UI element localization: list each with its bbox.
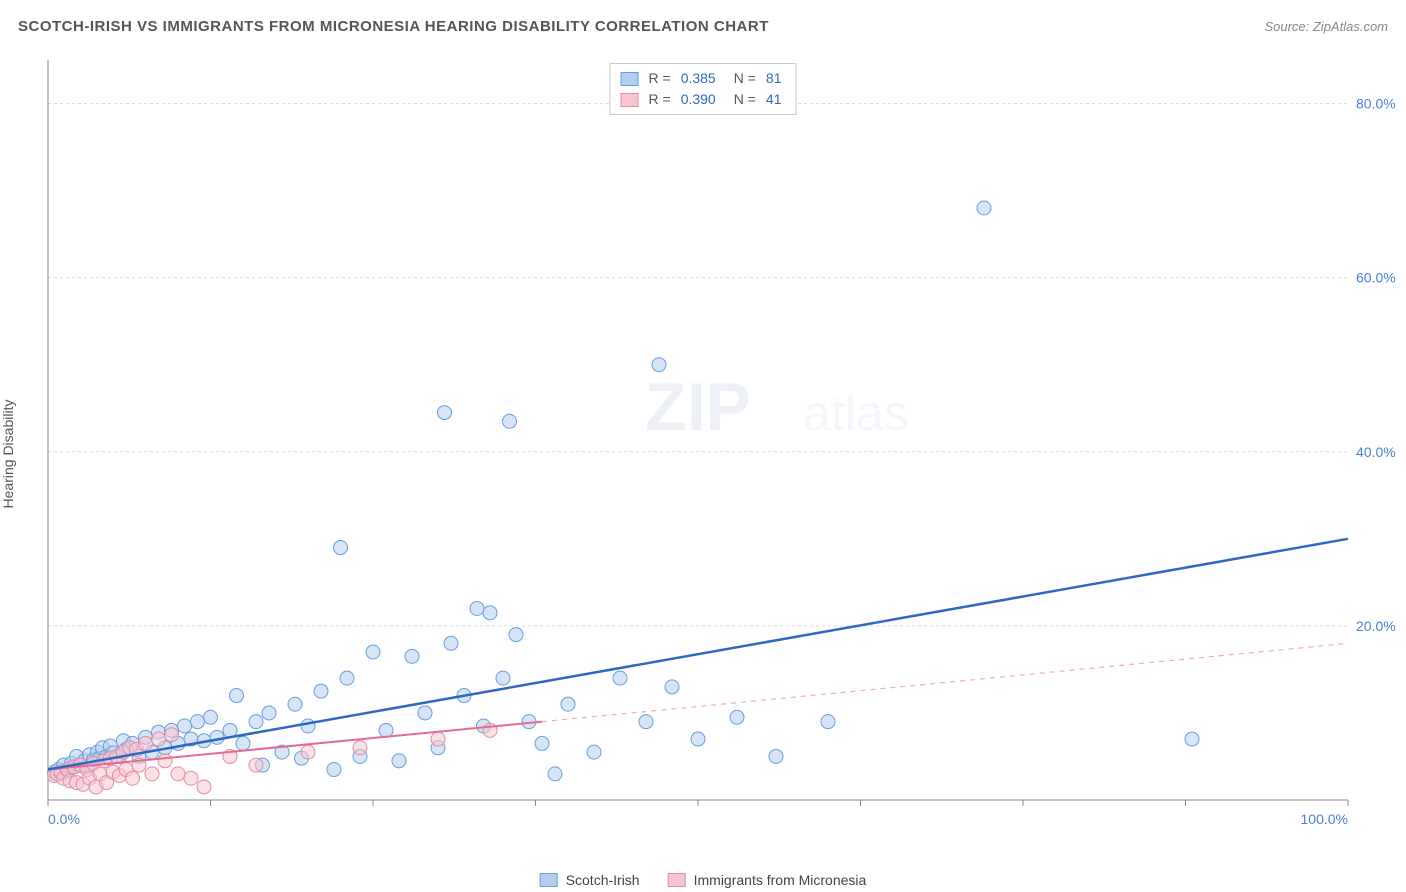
swatch-pink-icon — [668, 873, 686, 887]
data-point-blue — [691, 732, 705, 746]
data-point-blue — [503, 414, 517, 428]
watermark: ZIP — [645, 369, 751, 445]
swatch-blue-icon — [540, 873, 558, 887]
data-point-blue — [288, 697, 302, 711]
data-point-pink — [145, 767, 159, 781]
legend-item: Scotch-Irish — [540, 872, 640, 888]
n-value-blue: 81 — [766, 68, 782, 89]
data-point-pink — [139, 736, 153, 750]
data-point-blue — [236, 736, 250, 750]
data-point-pink — [158, 754, 172, 768]
trend-line-pink-dash — [542, 643, 1348, 721]
source-label: Source: ZipAtlas.com — [1264, 19, 1388, 34]
data-point-blue — [334, 541, 348, 555]
data-point-pink — [165, 728, 179, 742]
data-point-blue — [548, 767, 562, 781]
data-point-pink — [197, 780, 211, 794]
swatch-pink-icon — [621, 93, 639, 107]
data-point-blue — [210, 730, 224, 744]
y-tick-label: 20.0% — [1356, 618, 1396, 634]
data-point-blue — [314, 684, 328, 698]
title-bar: SCOTCH-IRISH VS IMMIGRANTS FROM MICRONES… — [18, 18, 1388, 35]
data-point-blue — [444, 636, 458, 650]
data-point-blue — [769, 749, 783, 763]
data-point-blue — [327, 763, 341, 777]
data-point-pink — [431, 732, 445, 746]
data-point-blue — [730, 710, 744, 724]
data-point-blue — [230, 689, 244, 703]
chart-title: SCOTCH-IRISH VS IMMIGRANTS FROM MICRONES… — [18, 18, 769, 35]
data-point-blue — [665, 680, 679, 694]
data-point-blue — [587, 745, 601, 759]
y-tick-label: 60.0% — [1356, 270, 1396, 286]
legend-item: Immigrants from Micronesia — [668, 872, 867, 888]
data-point-blue — [191, 715, 205, 729]
y-tick-label: 40.0% — [1356, 444, 1396, 460]
plot-area: 20.0%40.0%60.0%80.0%ZIPatlas0.0%100.0% — [48, 60, 1348, 830]
legend-label: Immigrants from Micronesia — [694, 872, 867, 888]
y-axis-label: Hearing Disability — [0, 400, 16, 509]
legend-row: R = 0.390 N = 41 — [621, 89, 782, 110]
data-point-blue — [509, 628, 523, 642]
y-tick-label: 80.0% — [1356, 96, 1396, 112]
data-point-blue — [438, 406, 452, 420]
data-point-blue — [340, 671, 354, 685]
data-point-blue — [301, 719, 315, 733]
data-point-blue — [262, 706, 276, 720]
data-point-blue — [535, 736, 549, 750]
data-point-blue — [379, 723, 393, 737]
data-point-blue — [392, 754, 406, 768]
correlation-legend: R = 0.385 N = 81 R = 0.390 N = 41 — [610, 63, 797, 115]
data-point-blue — [366, 645, 380, 659]
data-point-blue — [561, 697, 575, 711]
x-tick-label: 100.0% — [1301, 811, 1348, 827]
data-point-blue — [204, 710, 218, 724]
scatter-chart: 20.0%40.0%60.0%80.0%ZIPatlas0.0%100.0% — [48, 60, 1348, 830]
data-point-blue — [652, 358, 666, 372]
data-point-blue — [639, 715, 653, 729]
data-point-pink — [126, 771, 140, 785]
data-point-pink — [184, 771, 198, 785]
legend-label: Scotch-Irish — [566, 872, 640, 888]
data-point-blue — [977, 201, 991, 215]
n-value-pink: 41 — [766, 89, 782, 110]
data-point-blue — [613, 671, 627, 685]
watermark: atlas — [803, 385, 909, 441]
r-value-pink: 0.390 — [681, 89, 716, 110]
series-legend: Scotch-Irish Immigrants from Micronesia — [540, 872, 867, 888]
data-point-pink — [301, 745, 315, 759]
data-point-blue — [418, 706, 432, 720]
data-point-pink — [249, 758, 263, 772]
x-tick-label: 0.0% — [48, 811, 80, 827]
data-point-pink — [171, 767, 185, 781]
data-point-pink — [353, 741, 367, 755]
r-value-blue: 0.385 — [681, 68, 716, 89]
data-point-blue — [496, 671, 510, 685]
data-point-pink — [152, 732, 166, 746]
data-point-blue — [249, 715, 263, 729]
data-point-blue — [405, 649, 419, 663]
data-point-blue — [821, 715, 835, 729]
data-point-blue — [470, 601, 484, 615]
swatch-blue-icon — [621, 72, 639, 86]
legend-row: R = 0.385 N = 81 — [621, 68, 782, 89]
data-point-blue — [483, 606, 497, 620]
data-point-blue — [1185, 732, 1199, 746]
data-point-blue — [178, 719, 192, 733]
